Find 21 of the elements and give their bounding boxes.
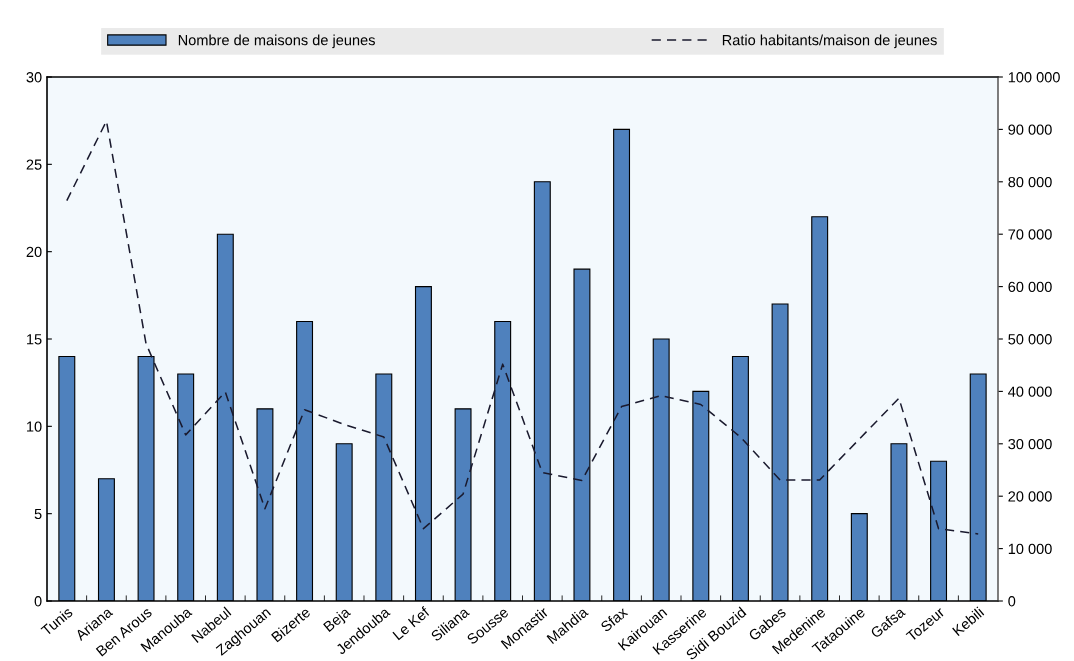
y-tick-label: 15 [27,334,42,345]
y-tick-label: 0 [34,596,42,607]
y-tick-label: 10 [27,421,42,432]
x-tick-label: Le Kef [392,605,431,641]
y2-tick-label: 50 000 [1008,334,1052,345]
y2-tick-label: 80 000 [1008,176,1052,188]
y-tick-label: 25 [26,159,42,170]
y-tick-label: 30 [26,72,42,83]
y2-tick-label: 70 000 [1008,229,1052,240]
y2-tick-label: 10 000 [1008,543,1052,555]
y2-tick-label: 20 000 [1008,491,1052,502]
legend-label: Nombre de maisons de jeunes [178,34,375,49]
y-tick-label: 20 [26,246,42,258]
y2-tick-label: 40 000 [1008,386,1052,397]
y2-tick-label: 90 000 [1008,124,1052,135]
y2-tick-label: 60 000 [1008,281,1052,293]
legend-label: Ratio habitants/maison de jeunes [722,34,937,49]
y2-tick-label: 100 000 [1008,72,1060,83]
y2-tick-label: 30 000 [1008,438,1052,450]
y-tick-label: 5 [34,508,42,520]
y2-tick-label: 0 [1008,596,1016,607]
